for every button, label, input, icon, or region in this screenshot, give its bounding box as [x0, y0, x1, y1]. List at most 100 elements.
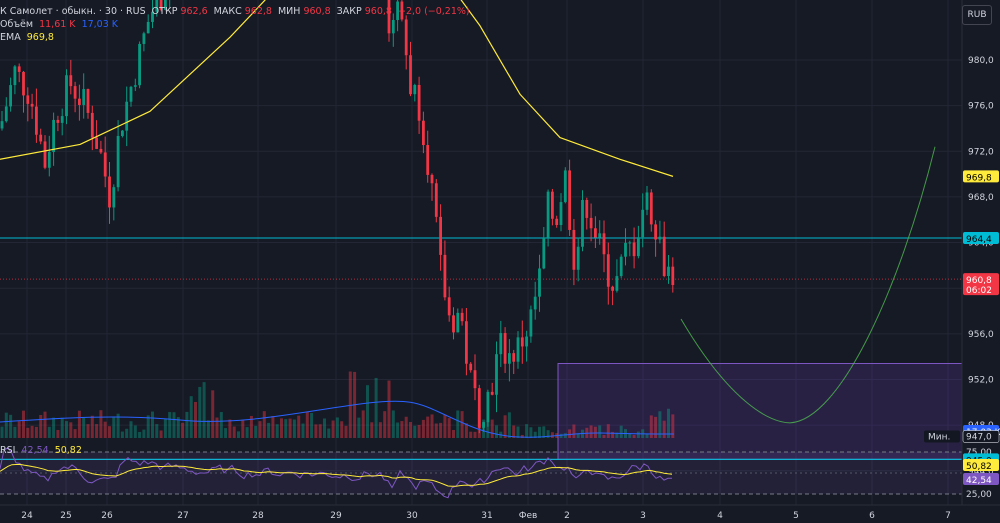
candle-body — [400, 1, 404, 20]
volume-bar — [632, 434, 636, 438]
volume-bar — [611, 431, 615, 438]
volume-bar — [589, 425, 593, 438]
candle-body — [138, 43, 141, 86]
candle-body — [142, 33, 146, 44]
volume-bar — [546, 430, 550, 438]
candle-body — [39, 134, 43, 142]
candle-body — [447, 297, 451, 316]
candle-body — [417, 84, 421, 121]
candle-body — [516, 337, 520, 362]
volume-bar — [520, 434, 524, 438]
candle-body — [391, 19, 395, 34]
volume-bar — [636, 431, 640, 438]
candle-body — [56, 119, 60, 123]
candle-body — [572, 229, 576, 270]
volume-bar — [254, 425, 258, 438]
legend-open-label: ОТКР — [151, 6, 178, 17]
volume-bar — [103, 421, 107, 438]
last-price-label-bg — [963, 273, 999, 296]
time-tick-label: 2 — [564, 511, 570, 521]
time-tick-label: 27 — [177, 511, 188, 521]
volume-bar — [39, 414, 43, 438]
volume-bar — [426, 416, 430, 438]
volume-bar — [292, 419, 296, 438]
volume-bar — [413, 425, 417, 438]
volume-bar — [305, 411, 309, 438]
ema-price-label-bg — [963, 170, 999, 183]
legend-low-label: МИН — [277, 6, 301, 17]
candle-body — [9, 85, 12, 107]
legend-row-ema: EMA 969,8 — [0, 32, 57, 44]
candle-body — [99, 148, 103, 153]
volume-bar — [447, 418, 451, 438]
candle-body — [667, 266, 670, 277]
volume-bar — [671, 414, 675, 438]
volume-bar — [56, 430, 60, 438]
candle-body — [645, 192, 649, 210]
candle-body — [443, 254, 447, 298]
legend-title: К Самолет · обыкн. · 30 · RUS — [0, 6, 146, 17]
volume-bar — [99, 410, 103, 438]
volume-bar — [619, 425, 623, 438]
volume-bar — [421, 419, 425, 438]
legend-rsi-1: 42,54 — [21, 445, 49, 456]
volume-bar — [211, 390, 215, 438]
candle-body — [460, 312, 464, 322]
currency-button[interactable]: RUB — [962, 5, 992, 25]
candle-body — [477, 388, 481, 428]
candle-body — [619, 256, 623, 277]
rsi-tick-label: 75,00 — [966, 448, 992, 458]
candle-body — [662, 236, 666, 277]
volume-bar — [391, 410, 395, 438]
candle-body — [434, 183, 438, 217]
volume-bar — [456, 410, 460, 438]
volume-bar — [400, 421, 404, 438]
candle-body — [615, 276, 619, 291]
candle-body — [628, 242, 632, 244]
time-tick-label: 6 — [869, 511, 875, 521]
volume-bar — [606, 424, 610, 438]
volume-bar — [434, 423, 438, 438]
volume-bar — [82, 417, 86, 438]
price-tick-label: 972,0 — [968, 147, 994, 157]
time-tick-label: 4 — [717, 511, 723, 521]
volume-bars — [0, 371, 675, 438]
volume-bar — [563, 433, 567, 438]
volume-bar — [13, 426, 17, 438]
time-tick-label: 24 — [21, 511, 33, 521]
time-tick-label: 25 — [60, 511, 71, 521]
rsi-tick-label: 25,00 — [966, 490, 992, 500]
candle-body — [413, 84, 417, 95]
volume-bar — [168, 412, 172, 438]
candle-body — [155, 0, 159, 12]
legend-ema: 969,8 — [26, 32, 54, 43]
legend-rsi-2: 50,82 — [54, 445, 82, 456]
volume-bar — [52, 417, 56, 438]
volume-bar — [219, 412, 223, 438]
candle-body — [65, 75, 68, 117]
volume-bar — [138, 431, 142, 438]
volume-bar — [275, 424, 279, 438]
candle-body — [598, 233, 602, 238]
volume-bar — [396, 422, 400, 438]
candle-body — [108, 176, 111, 208]
volume-bar — [297, 415, 301, 438]
min-tag-text: Мин. — [928, 433, 950, 443]
candle-body — [606, 254, 610, 287]
time-tick-label: 5 — [793, 511, 799, 521]
candle-body — [503, 333, 507, 364]
candle-body — [568, 170, 571, 230]
candle-body — [17, 66, 21, 72]
candle-body — [542, 237, 546, 269]
candle-body — [641, 209, 645, 238]
candle-body — [512, 353, 516, 362]
volume-bar — [120, 431, 124, 438]
volume-bar — [512, 425, 516, 438]
volume-bar — [628, 433, 632, 438]
volume-bar — [374, 377, 378, 438]
volume-bar — [86, 424, 90, 438]
volume-bar — [224, 428, 228, 438]
volume-bar — [331, 420, 335, 438]
